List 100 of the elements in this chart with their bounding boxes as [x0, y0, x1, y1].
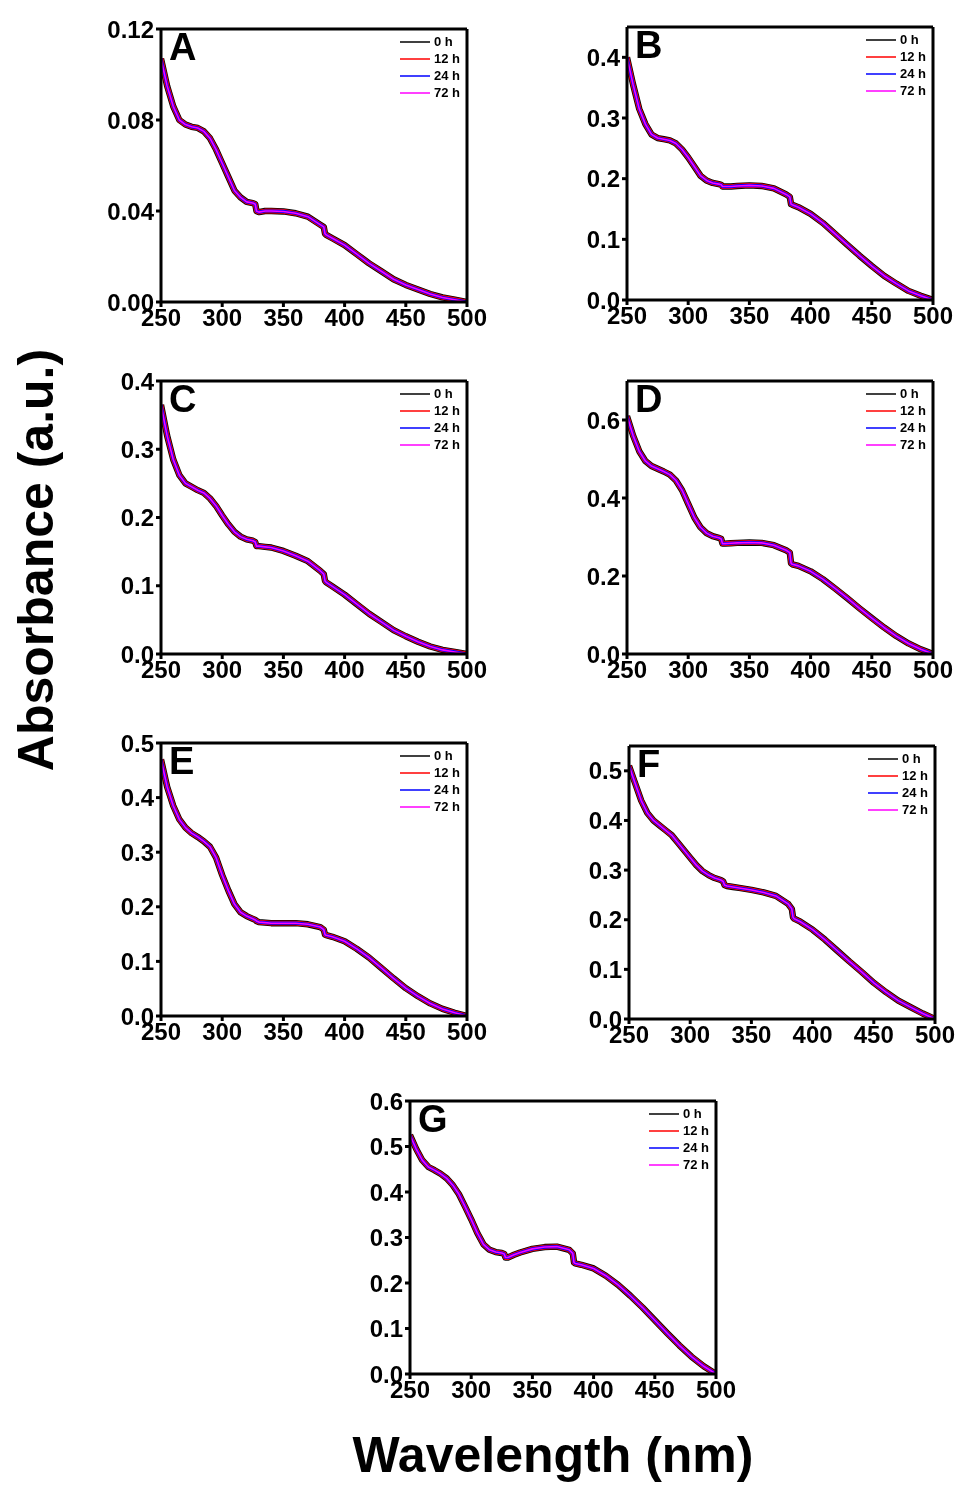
x-tick-label: 400: [790, 302, 831, 330]
x-axis-title: Wavelength (nm): [352, 1426, 754, 1484]
y-tick-label: 0.2: [120, 504, 154, 532]
x-tick-label: 500: [695, 1376, 737, 1404]
legend-label: 24 h: [901, 785, 928, 800]
legend-label: 0 h: [901, 751, 921, 766]
x-tick-label: 300: [202, 304, 243, 332]
legend-label: 12 h: [433, 403, 460, 418]
x-tick-label: 300: [668, 656, 709, 684]
y-tick-label: 0.3: [588, 856, 622, 884]
y-tick-label: 0.4: [586, 484, 621, 512]
y-tick-label: 0.1: [369, 1315, 403, 1343]
x-tick-label: 400: [573, 1376, 614, 1404]
legend-label: 0 h: [433, 748, 453, 763]
x-tick-label: 450: [385, 304, 426, 332]
legend-label: 0 h: [433, 386, 453, 401]
legend-label: 72 h: [682, 1157, 709, 1172]
chart-title: D: [635, 378, 663, 421]
legend-label: 12 h: [682, 1123, 709, 1138]
legend-label: 0 h: [899, 386, 919, 401]
legend-label: 12 h: [899, 403, 926, 418]
x-tick-label: 300: [202, 656, 243, 684]
legend-label: 24 h: [899, 66, 926, 81]
chart-title: E: [169, 740, 195, 783]
x-tick-label: 400: [324, 656, 365, 684]
legend-label: 72 h: [433, 437, 460, 452]
x-tick-label: 400: [790, 656, 831, 684]
y-tick-label: 0.12: [107, 15, 154, 43]
x-tick-label: 500: [912, 656, 954, 684]
y-tick-label: 0.5: [588, 757, 622, 785]
x-tick-label: 350: [729, 302, 770, 330]
x-tick-label: 450: [385, 656, 426, 684]
x-tick-label: 350: [263, 1018, 304, 1046]
y-tick-label: 0.1: [120, 572, 154, 600]
x-tick-label: 500: [914, 1021, 956, 1049]
y-tick-label: 0.08: [107, 106, 154, 134]
x-tick-label: 500: [446, 304, 488, 332]
y-tick-label: 0.1: [586, 225, 620, 253]
y-tick-label: 0.6: [586, 406, 620, 434]
y-tick-label: 0.4: [586, 43, 621, 71]
x-tick-label: 400: [792, 1021, 833, 1049]
x-tick-label: 350: [512, 1376, 553, 1404]
y-tick-label: 0.4: [369, 1178, 404, 1206]
y-tick-label: 0.1: [588, 955, 622, 983]
chart-title: B: [635, 24, 663, 67]
y-tick-label: 0.5: [120, 729, 154, 757]
y-tick-label: 0.5: [369, 1133, 403, 1161]
y-tick-label: 0.3: [120, 435, 154, 463]
x-tick-label: 300: [668, 302, 709, 330]
legend-label: 72 h: [433, 799, 460, 814]
legend-label: 72 h: [899, 437, 926, 452]
y-tick-label: 0.1: [120, 947, 154, 975]
chart-title: A: [169, 26, 197, 69]
legend-label: 24 h: [899, 420, 926, 435]
chart-title: C: [169, 378, 197, 421]
x-tick-label: 500: [446, 656, 488, 684]
y-tick-label: 0.2: [586, 165, 620, 193]
chart-title: G: [418, 1098, 448, 1141]
x-tick-label: 450: [851, 302, 892, 330]
legend-label: 12 h: [433, 765, 460, 780]
chart-title: F: [637, 743, 661, 786]
y-tick-label: 0.4: [588, 806, 623, 834]
x-tick-label: 350: [729, 656, 770, 684]
x-tick-label: 350: [263, 656, 304, 684]
x-tick-label: 450: [853, 1021, 894, 1049]
y-tick-label: 0.4: [120, 784, 155, 812]
y-tick-label: 0.2: [588, 906, 622, 934]
x-tick-label: 450: [851, 656, 892, 684]
y-tick-label: 0.2: [369, 1269, 403, 1297]
x-tick-label: 500: [912, 302, 954, 330]
y-tick-label: 0.2: [120, 893, 154, 921]
y-tick-label: 0.4: [120, 367, 155, 395]
y-tick-label: 0.3: [120, 838, 154, 866]
legend-label: 12 h: [901, 768, 928, 783]
y-tick-label: 0.3: [369, 1224, 403, 1252]
y-tick-label: 0.6: [369, 1087, 403, 1115]
legend-label: 0 h: [433, 34, 453, 49]
legend-label: 24 h: [433, 68, 460, 83]
legend-label: 12 h: [433, 51, 460, 66]
x-tick-label: 350: [263, 304, 304, 332]
legend-label: 24 h: [682, 1140, 709, 1155]
y-tick-label: 0.3: [586, 104, 620, 132]
x-tick-label: 300: [451, 1376, 492, 1404]
x-tick-label: 300: [670, 1021, 711, 1049]
legend-label: 24 h: [433, 782, 460, 797]
x-tick-label: 450: [385, 1018, 426, 1046]
legend-label: 24 h: [433, 420, 460, 435]
y-axis-title: Absorbance (a.u.): [7, 348, 65, 772]
x-tick-label: 350: [731, 1021, 772, 1049]
x-tick-label: 400: [324, 1018, 365, 1046]
legend-label: 12 h: [899, 49, 926, 64]
x-tick-label: 500: [446, 1018, 488, 1046]
x-tick-label: 450: [634, 1376, 675, 1404]
y-tick-label: 0.2: [586, 562, 620, 590]
legend-label: 0 h: [899, 32, 919, 47]
x-tick-label: 400: [324, 304, 365, 332]
legend-label: 0 h: [682, 1106, 702, 1121]
y-tick-label: 0.04: [107, 197, 155, 225]
legend-label: 72 h: [901, 802, 928, 817]
legend-label: 72 h: [899, 83, 926, 98]
